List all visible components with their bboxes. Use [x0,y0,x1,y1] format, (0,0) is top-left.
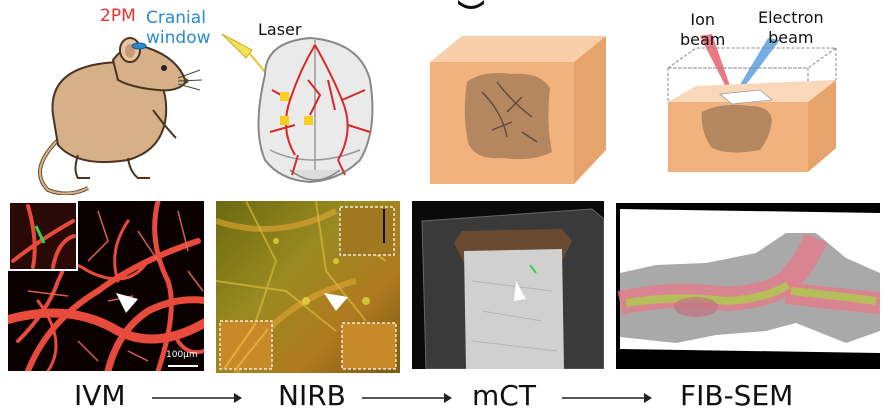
brain-illustration [221,33,374,184]
flow-arrow-3 [562,393,652,403]
label-2pm: 2PM [100,6,136,26]
step-label-ivm: IVM [74,379,126,412]
cropped-title-glyph [458,0,484,9]
fib-sem-render [617,209,880,353]
flow-arrow-2 [362,393,452,403]
step-label-fib-sem: FIB-SEM [680,379,794,412]
fib-sem-image-panel [616,203,880,369]
fib-sem-block-illustration [666,34,838,172]
nirb-image-panel [216,201,400,373]
mouse-illustration [38,37,203,195]
step-label-nirb: NIRB [278,379,346,412]
ivm-scale-bar-label: 100μm [166,350,198,360]
mct-render [421,208,604,369]
label-laser: Laser [258,20,302,39]
resin-block-illustration [430,36,606,184]
flow-arrow-1 [152,393,242,403]
label-cranial-window: Cranial window [146,8,211,49]
ivm-image-panel: 100μm [8,201,204,371]
ivm-vessel-render [8,201,204,371]
mct-image-panel [412,201,604,369]
label-ion-beam: Ion beam [680,10,726,49]
label-electron-beam: Electron beam [758,8,824,47]
step-label-mct: mCT [472,379,536,412]
nirb-fluorescence-render [216,201,397,373]
